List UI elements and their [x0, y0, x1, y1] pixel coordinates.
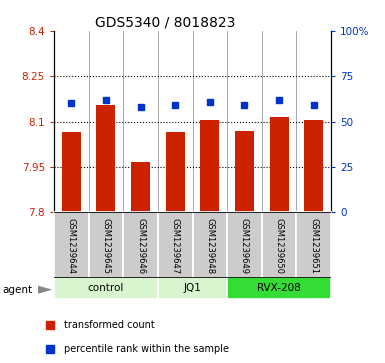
Text: GSM1239646: GSM1239646 — [136, 217, 145, 274]
Bar — [192, 212, 227, 278]
Bar — [54, 212, 89, 278]
Bar — [262, 212, 296, 278]
Text: GDS5340 / 8018823: GDS5340 / 8018823 — [95, 16, 236, 30]
Text: agent: agent — [2, 285, 32, 295]
Bar — [304, 120, 323, 212]
Bar — [296, 212, 331, 278]
Bar — [131, 162, 150, 212]
Bar — [54, 277, 158, 299]
Text: GSM1239647: GSM1239647 — [171, 217, 180, 274]
Bar — [123, 212, 158, 278]
Text: JQ1: JQ1 — [184, 283, 201, 293]
Bar — [89, 212, 123, 278]
Text: GSM1239651: GSM1239651 — [309, 217, 318, 274]
Polygon shape — [38, 286, 52, 294]
Bar — [200, 120, 219, 212]
Bar — [158, 212, 192, 278]
Text: GSM1239644: GSM1239644 — [67, 217, 76, 274]
Bar — [227, 212, 262, 278]
Text: transformed count: transformed count — [64, 321, 155, 330]
Bar — [270, 117, 289, 212]
Text: GSM1239650: GSM1239650 — [275, 217, 284, 274]
Text: RVX-208: RVX-208 — [257, 283, 301, 293]
Bar — [96, 105, 116, 212]
Text: GSM1239648: GSM1239648 — [205, 217, 214, 274]
Bar — [227, 277, 331, 299]
Text: control: control — [88, 283, 124, 293]
Bar — [235, 131, 254, 212]
Bar — [62, 132, 81, 212]
Text: percentile rank within the sample: percentile rank within the sample — [64, 344, 229, 354]
Bar — [158, 277, 227, 299]
Text: GSM1239645: GSM1239645 — [101, 217, 110, 274]
Bar — [166, 132, 185, 212]
Text: GSM1239649: GSM1239649 — [240, 217, 249, 274]
